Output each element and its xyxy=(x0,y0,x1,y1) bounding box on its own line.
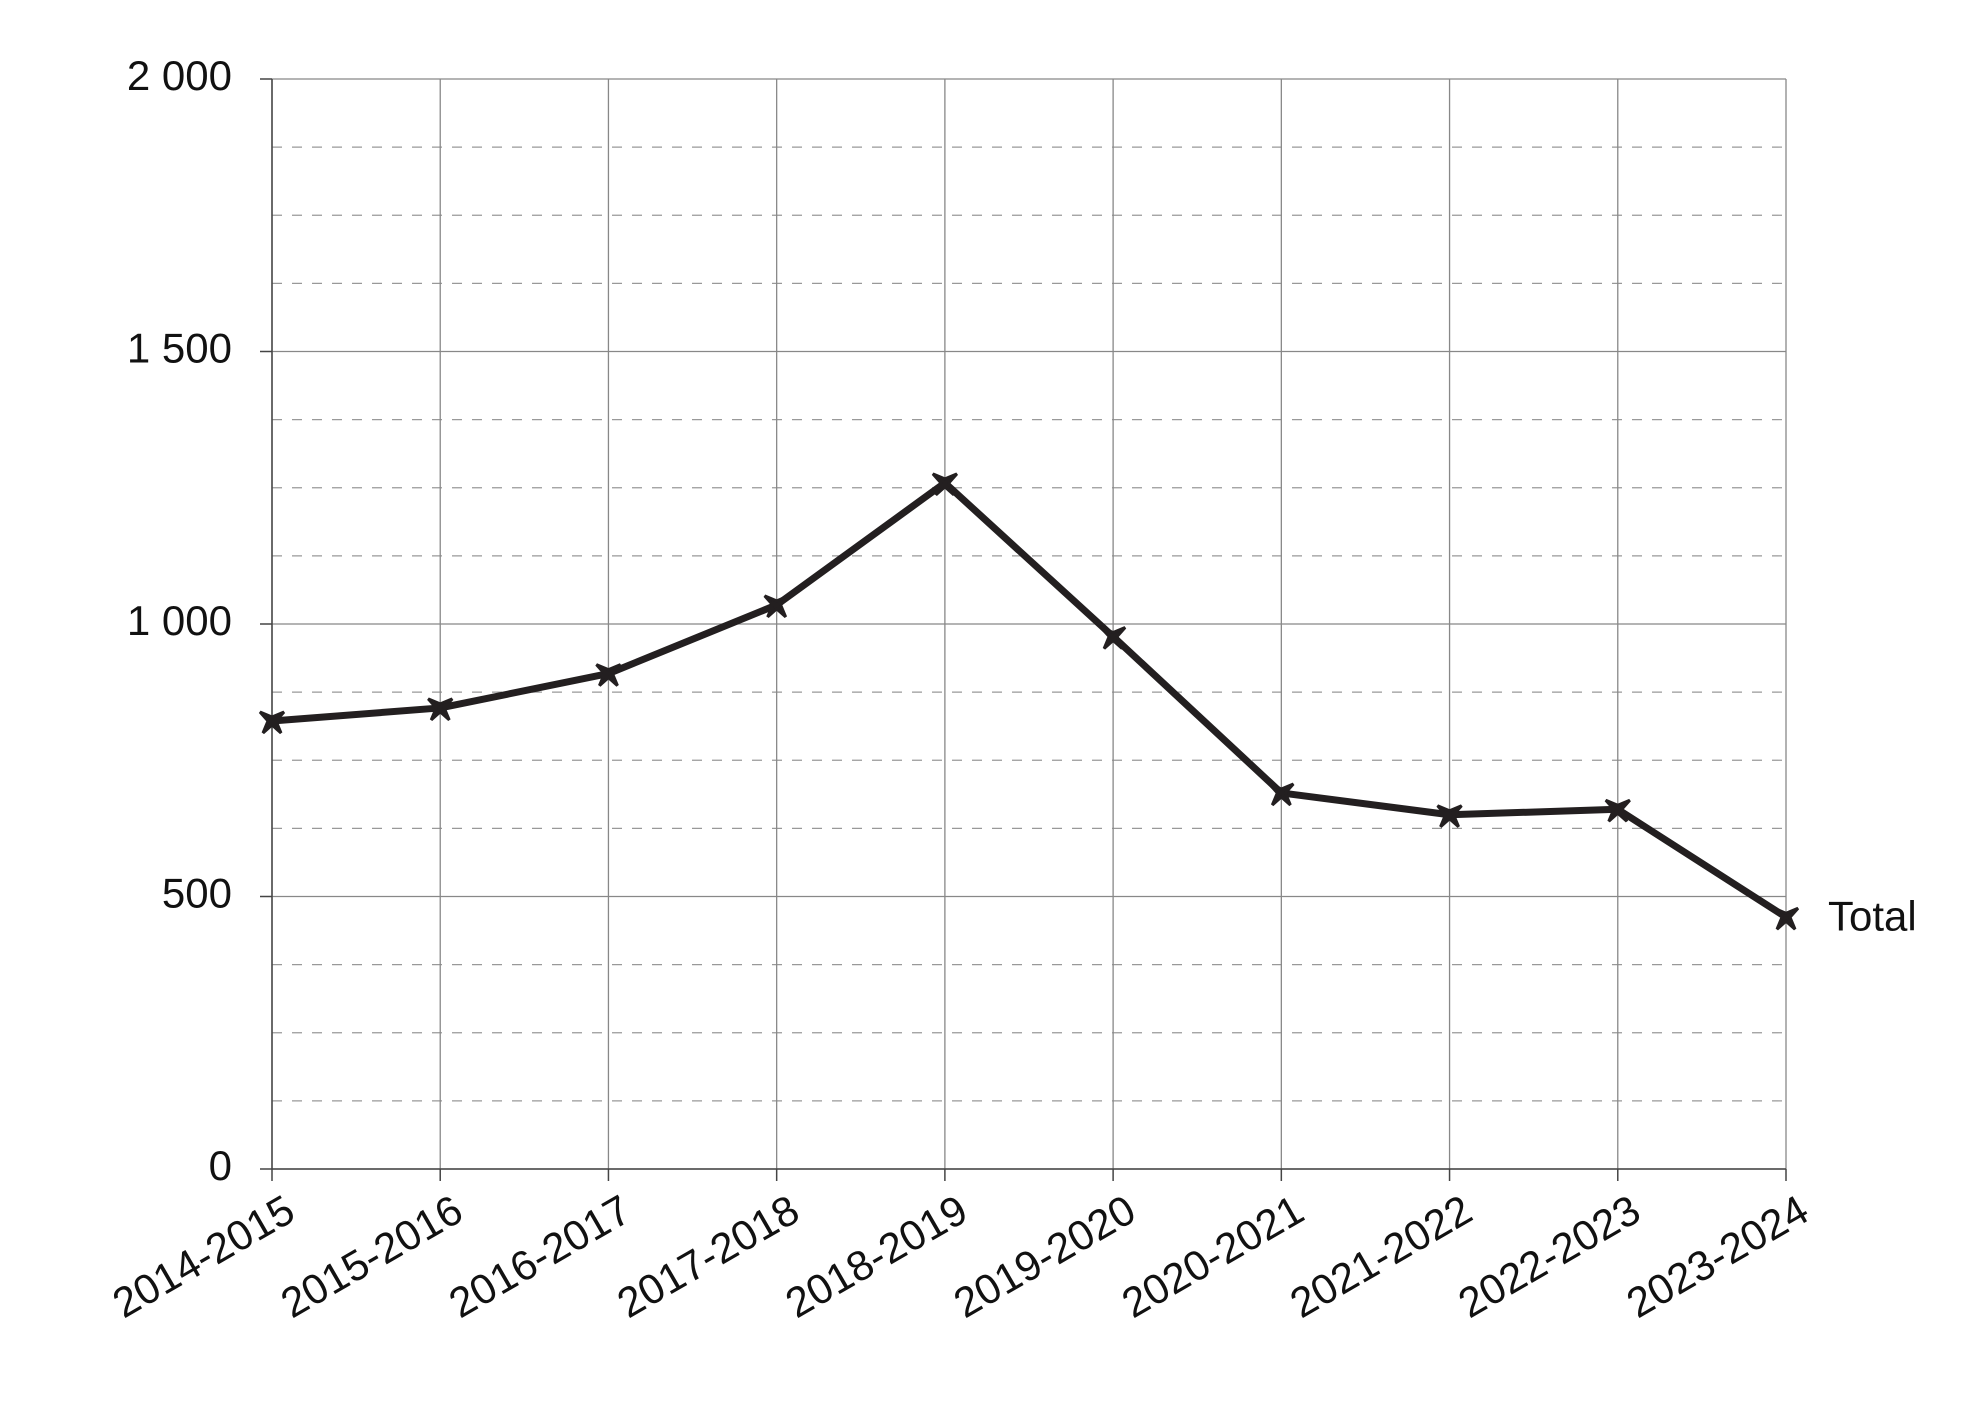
x-tick-label: 2015-2016 xyxy=(273,1186,470,1327)
point-marker xyxy=(1268,782,1295,807)
x-tick-label: 2020-2021 xyxy=(1114,1186,1311,1327)
x-tick-label: 2022-2023 xyxy=(1450,1186,1647,1327)
point-marker xyxy=(1099,626,1127,650)
x-tick-label: 2023-2024 xyxy=(1619,1186,1816,1327)
y-tick-label: 500 xyxy=(162,870,232,917)
point-marker xyxy=(1604,798,1631,823)
y-tick-label: 1 500 xyxy=(127,325,232,372)
y-tick-label: 2 000 xyxy=(127,52,232,99)
x-tick-label: 2016-2017 xyxy=(441,1186,638,1327)
series-label: Total xyxy=(1828,892,1917,939)
x-tick-label: 2018-2019 xyxy=(777,1186,974,1327)
point-marker xyxy=(763,594,790,619)
y-tick-label: 0 xyxy=(209,1142,232,1189)
x-tick-label: 2017-2018 xyxy=(609,1186,806,1327)
point-marker xyxy=(1772,906,1800,931)
point-marker xyxy=(595,663,622,687)
x-tick-label: 2014-2015 xyxy=(105,1186,302,1327)
x-tick-label: 2019-2020 xyxy=(946,1186,1143,1327)
x-tick-label: 2021-2022 xyxy=(1282,1186,1479,1327)
point-marker xyxy=(931,472,959,496)
series-line xyxy=(271,479,1788,921)
y-tick-label: 1 000 xyxy=(127,597,232,644)
point-marker xyxy=(258,710,286,735)
point-marker xyxy=(427,697,454,722)
point-marker xyxy=(1436,804,1463,828)
